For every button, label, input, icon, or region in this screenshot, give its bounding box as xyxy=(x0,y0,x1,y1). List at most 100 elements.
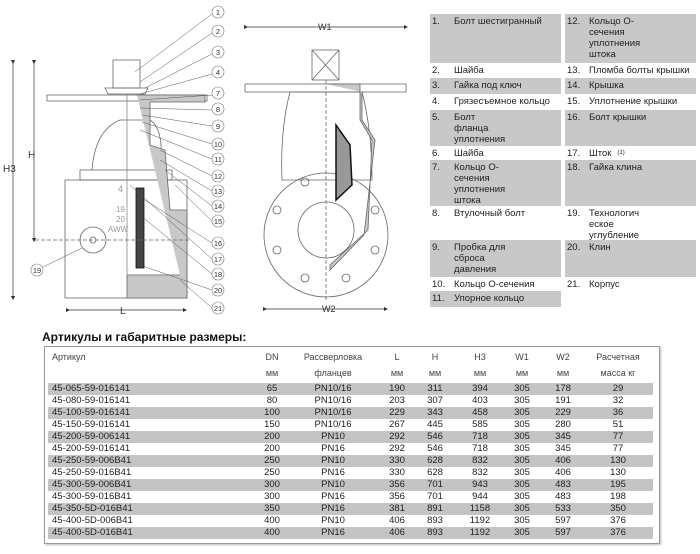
svg-text:18: 18 xyxy=(214,270,222,279)
table-cell: 330 xyxy=(389,455,405,466)
part-number: 14. xyxy=(567,80,581,91)
body-mark: AWW xyxy=(108,225,129,234)
callout: 15 xyxy=(211,214,225,228)
column-header: H xyxy=(431,352,439,362)
table-cell: 51 xyxy=(612,419,624,430)
column-header: фланцев xyxy=(314,368,352,378)
part-number: 18. xyxy=(567,162,581,173)
part-name: Технологич еское углубление xyxy=(589,208,640,241)
body-section-hatch xyxy=(326,83,376,271)
callout: 21 xyxy=(211,301,225,315)
svg-text:10: 10 xyxy=(214,140,222,149)
part-name: Упорное кольцо xyxy=(454,293,525,304)
table-cell: 77 xyxy=(612,431,624,442)
svg-text:19: 19 xyxy=(33,266,41,275)
table-cell: 445 xyxy=(427,419,443,430)
table-cell: PN16 xyxy=(321,491,345,502)
column-header: мм xyxy=(390,368,404,378)
table-cell: 1192 xyxy=(469,527,491,538)
table-cell: PN10 xyxy=(321,479,345,490)
table-row: 45-100-59-016141 100 PN10/16 229 343 458 305 22… xyxy=(48,407,653,419)
part-item: 1. Болт шестигранный xyxy=(430,14,561,63)
article-cell: 45-200-59-006141 xyxy=(52,431,131,442)
table-cell: PN10/16 xyxy=(314,419,352,430)
table-cell: PN16 xyxy=(321,527,345,538)
part-number: 6. xyxy=(432,148,440,159)
table-cell: 1192 xyxy=(469,515,491,526)
article-cell: 45-350-5D-016B41 xyxy=(52,503,133,514)
l-label: L xyxy=(120,306,126,317)
table-cell: 178 xyxy=(555,383,571,394)
h3-label: H3 xyxy=(3,164,16,175)
table-cell: 403 xyxy=(472,395,488,406)
svg-text:12: 12 xyxy=(214,172,222,181)
empty-cell xyxy=(565,291,696,307)
table-cell: 305 xyxy=(514,491,530,502)
table-cell: PN10/16 xyxy=(314,395,352,406)
table-cell: 343 xyxy=(427,407,443,418)
part-item: 2. Шайба xyxy=(430,63,561,78)
callout: 18 xyxy=(211,267,225,281)
table-cell: 305 xyxy=(514,503,530,514)
table-cell: 200 xyxy=(264,443,280,454)
table-cell: 400 xyxy=(264,515,280,526)
part-name: Гайка клина xyxy=(589,162,643,173)
part-item: 17. Шток (1) xyxy=(565,146,696,160)
table-row: 45-065-59-016141 65 PN10/16 190 311 394 305 178… xyxy=(48,383,653,395)
column-header: мм xyxy=(265,368,279,378)
part-number: 4. xyxy=(432,96,440,107)
table-cell: 483 xyxy=(555,491,571,502)
callout: 8 xyxy=(211,102,225,116)
part-number: 15. xyxy=(567,96,581,107)
part-number: 12. xyxy=(567,16,581,27)
table-cell: 718 xyxy=(472,431,488,442)
svg-text:17: 17 xyxy=(214,255,222,264)
part-number: 11. xyxy=(432,293,445,304)
svg-text:8: 8 xyxy=(216,105,220,114)
table-cell: 198 xyxy=(610,491,626,502)
table-cell: 546 xyxy=(427,443,443,454)
article-cell: 45-250-59-006B41 xyxy=(52,455,132,466)
column-header: Рассверловка xyxy=(303,352,363,362)
bonnet-outline xyxy=(281,91,373,181)
part-item: 20. Клин xyxy=(565,240,696,277)
table-cell: 330 xyxy=(389,467,405,478)
table-cell: 150 xyxy=(264,419,280,430)
parts-legend: 1. Болт шестигранный 12. Кольцо О- сечения … xyxy=(430,14,696,307)
callout: 13 xyxy=(211,184,225,198)
table-cell: 229 xyxy=(389,407,405,418)
column-header: L xyxy=(394,352,400,362)
table-cell: 250 xyxy=(264,455,280,466)
callout: 14 xyxy=(211,199,225,213)
table-row: 45-200-59-016141 200 PN16 292 546 718 305 345 77 xyxy=(48,443,653,455)
table-cell: 191 xyxy=(555,395,571,406)
part-name: Уплотнение крышки xyxy=(589,96,678,107)
callout: 2 xyxy=(211,24,225,38)
table-cell: 381 xyxy=(389,503,405,514)
table-cell: 701 xyxy=(427,479,443,490)
svg-text:15: 15 xyxy=(214,217,222,226)
part-item: 21. Корпус xyxy=(565,277,696,291)
table-cell: 400 xyxy=(264,527,280,538)
article-cell: 45-300-59-016B41 xyxy=(52,491,132,502)
bonnet-outline xyxy=(91,119,162,171)
body-flange-top xyxy=(79,169,173,181)
table-row: 45-250-59-016B41 250 PN16 330 628 832 305 406 13… xyxy=(48,467,653,479)
part-name: Болт фланца уплотнения xyxy=(454,112,506,145)
part-name: Пробка для сброса давления xyxy=(454,242,506,275)
part-item: 5. Болт фланца уплотнения xyxy=(430,110,561,146)
callout: 10 xyxy=(211,137,225,151)
part-name: Крышка xyxy=(589,80,624,91)
table-cell: 483 xyxy=(555,479,571,490)
table-cell: 100 xyxy=(264,407,280,418)
table-cell: 200 xyxy=(264,431,280,442)
part-item: 14. Крышка xyxy=(565,78,696,94)
svg-text:3: 3 xyxy=(216,48,220,57)
svg-text:2: 2 xyxy=(216,27,220,36)
nut-flange xyxy=(104,87,149,95)
article-cell: 45-400-5D-016B41 xyxy=(52,527,133,538)
svg-text:7: 7 xyxy=(216,89,220,98)
part-number: 10. xyxy=(432,279,446,290)
table-cell: 394 xyxy=(472,383,488,394)
table-cell: 305 xyxy=(514,395,530,406)
